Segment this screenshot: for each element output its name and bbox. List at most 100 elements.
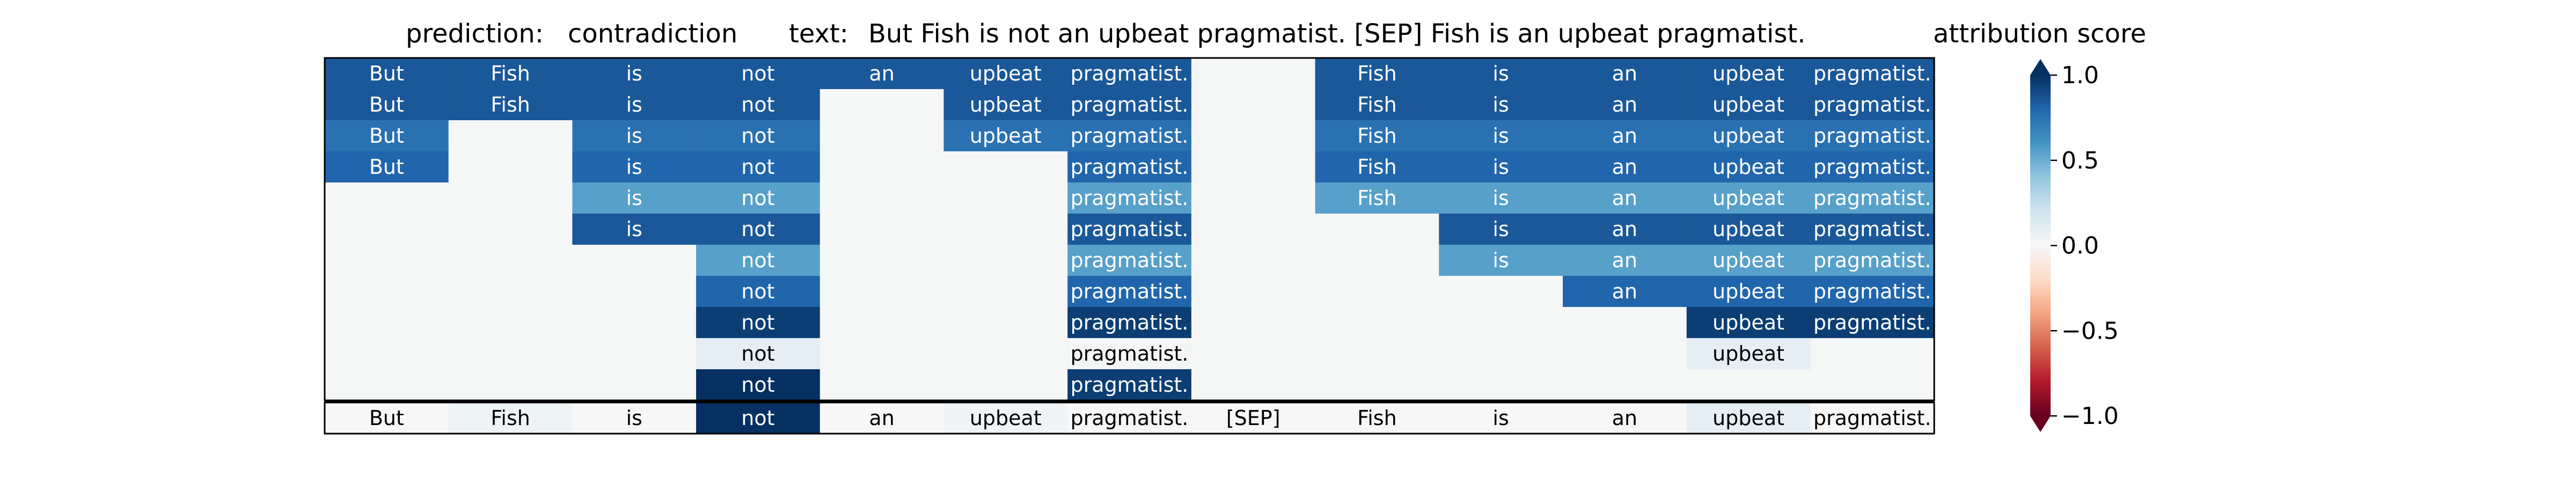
cell-label: upbeat xyxy=(1713,406,1784,430)
heatmap-cell xyxy=(1067,58,1192,90)
heatmap-cell xyxy=(1439,151,1563,183)
heatmap-row: not pragmatist. is an upbeat pragmatist. xyxy=(325,245,1935,276)
heatmap-cell xyxy=(572,402,697,434)
cell-label: Fish xyxy=(1357,186,1397,210)
heatmap-cell xyxy=(1191,151,1316,183)
heatmap-cell xyxy=(696,369,821,401)
cell-label: upbeat xyxy=(1713,124,1784,148)
heatmap-cell xyxy=(819,369,945,401)
heatmap-cell xyxy=(325,182,449,214)
heatmap-cell xyxy=(572,369,697,401)
colorbar-extend-top xyxy=(2030,59,2051,75)
heatmap-cell xyxy=(1439,214,1563,245)
heatmap-cell xyxy=(325,402,449,434)
colorbar-tick-label: 0.5 xyxy=(2061,147,2099,174)
cell-label: pragmatist. xyxy=(1813,311,1931,334)
heatmap-row: not pragmatist. upbeat xyxy=(325,338,1935,370)
heatmap-cell xyxy=(943,245,1068,276)
cell-label: But xyxy=(369,124,404,148)
summary-row: But Fish is not an upbeat pragmatist. [SEP] Fish… xyxy=(325,402,1935,434)
heatmap-cell xyxy=(1810,120,1935,152)
cell-label: But xyxy=(369,62,404,85)
heatmap-cell xyxy=(943,307,1068,339)
heatmap-cell xyxy=(1810,276,1935,308)
heatmap-cell xyxy=(572,245,697,276)
heatmap-cell xyxy=(819,276,945,308)
cell-label: pragmatist. xyxy=(1813,62,1931,85)
cell-label: upbeat xyxy=(1713,62,1784,85)
heatmap-cell xyxy=(1439,58,1563,90)
cell-label: is xyxy=(626,155,642,179)
cell-label: pragmatist. xyxy=(1071,280,1189,303)
heatmap-cell xyxy=(325,245,449,276)
heatmap-cell xyxy=(943,182,1068,214)
cell-label: But xyxy=(369,93,404,116)
heatmap-cell xyxy=(1439,307,1563,339)
cell-label: pragmatist. xyxy=(1071,373,1189,397)
cell-label: an xyxy=(869,62,894,85)
heatmap-cell xyxy=(696,338,821,370)
heatmap-cell xyxy=(1191,369,1316,401)
heatmap-cell xyxy=(1191,58,1316,90)
heatmap-cell xyxy=(1686,307,1811,339)
title-text-value: But Fish is not an upbeat pragmatist. [S… xyxy=(868,19,1805,49)
cell-label: not xyxy=(741,373,774,397)
heatmap-cell xyxy=(943,58,1068,90)
heatmap-cell xyxy=(1067,89,1192,121)
cell-label: upbeat xyxy=(970,93,1042,116)
colorbar-tick-label: 0.0 xyxy=(2061,232,2099,260)
cell-label: pragmatist. xyxy=(1813,186,1931,210)
heatmap-cell xyxy=(819,89,945,121)
heatmap-cell xyxy=(1439,245,1563,276)
heatmap-cell xyxy=(1686,276,1811,308)
heatmap-cell xyxy=(1067,214,1192,245)
heatmap-cell xyxy=(819,120,945,152)
heatmap-cell xyxy=(1067,338,1192,370)
heatmap-cell xyxy=(325,151,449,183)
heatmap-cell xyxy=(448,89,573,121)
heatmap-cell xyxy=(1810,89,1935,121)
heatmap-cell xyxy=(1686,214,1811,245)
cell-label: is xyxy=(1492,217,1509,241)
cell-label: pragmatist. xyxy=(1813,248,1931,272)
heatmap-cell xyxy=(1067,307,1192,339)
heatmap-cell xyxy=(1315,214,1439,245)
colorbar-tick-label: −1.0 xyxy=(2061,402,2119,430)
cell-label: pragmatist. xyxy=(1071,342,1189,365)
heatmap-cell xyxy=(1439,338,1563,370)
cell-label: pragmatist. xyxy=(1813,93,1931,116)
cell-label: upbeat xyxy=(1713,93,1784,116)
heatmap-cell xyxy=(696,89,821,121)
heatmap-cell xyxy=(819,58,945,90)
heatmap-cell xyxy=(572,151,697,183)
colorbar: attribution score 1.0 0.5 0.0 −0.5 −1.0 xyxy=(1933,19,2146,432)
cell-label: pragmatist. xyxy=(1813,155,1931,179)
cell-label: not xyxy=(741,155,774,179)
heatmap-cell xyxy=(572,276,697,308)
heatmap-cell xyxy=(572,89,697,121)
heatmap-cell xyxy=(819,182,945,214)
summary-frame xyxy=(324,401,1935,435)
cell-label: Fish xyxy=(1357,124,1397,148)
cell-label: Fish xyxy=(1357,155,1397,179)
heatmap-cell xyxy=(1686,120,1811,152)
heatmap-cell xyxy=(448,120,573,152)
heatmap-row: not pragmatist. xyxy=(325,369,1935,401)
cell-label: an xyxy=(1612,186,1637,210)
cell-label: an xyxy=(1612,62,1637,85)
colorbar-extend-bottom xyxy=(2030,416,2051,432)
heatmap-cell xyxy=(1191,276,1316,308)
cell-label: pragmatist. xyxy=(1071,124,1189,148)
heatmap-cell xyxy=(696,58,821,90)
heatmap-cell xyxy=(696,120,821,152)
heatmap-cell xyxy=(1439,182,1563,214)
heatmap-cell xyxy=(325,214,449,245)
heatmap-cell xyxy=(1686,402,1811,434)
heatmap-cell xyxy=(819,214,945,245)
heatmap-cell xyxy=(1315,402,1439,434)
cell-label: an xyxy=(1612,124,1637,148)
heatmap-cell xyxy=(1563,58,1687,90)
heatmap-cell xyxy=(819,245,945,276)
cell-label: not xyxy=(741,62,774,85)
heatmap-cell xyxy=(943,338,1068,370)
